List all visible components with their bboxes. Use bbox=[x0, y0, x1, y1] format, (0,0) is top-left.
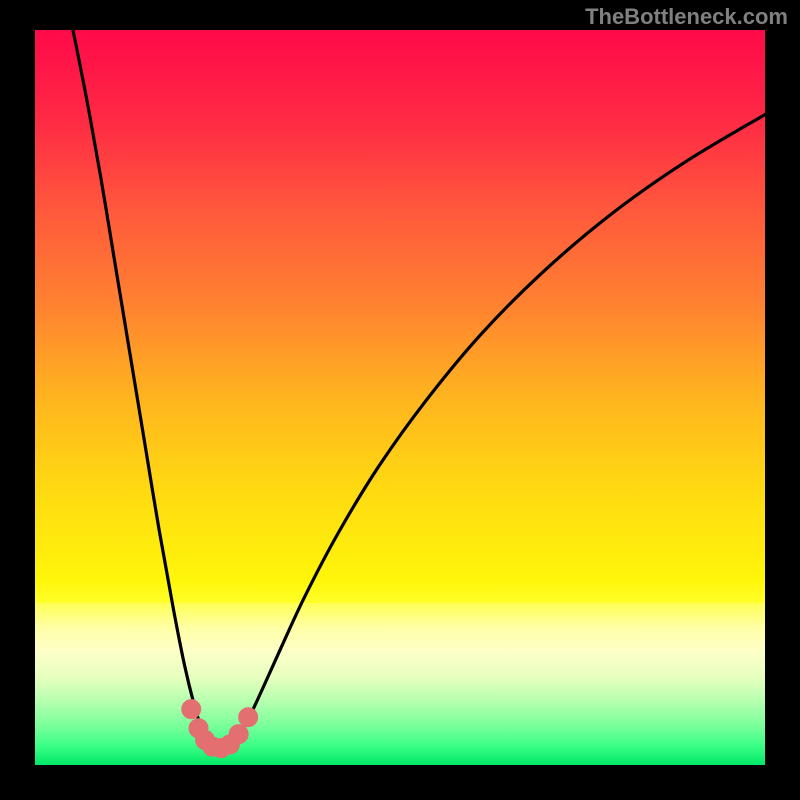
marker-group bbox=[182, 700, 257, 757]
marker-dot bbox=[230, 725, 248, 743]
marker-dot bbox=[182, 700, 200, 718]
marker-dot bbox=[239, 708, 257, 726]
curve-right-branch bbox=[230, 115, 765, 747]
curve-left-branch bbox=[73, 30, 212, 747]
curve-svg bbox=[35, 30, 765, 765]
plot-area bbox=[35, 30, 765, 765]
chart-container: TheBottleneck.com bbox=[0, 0, 800, 800]
watermark-text: TheBottleneck.com bbox=[585, 4, 788, 30]
